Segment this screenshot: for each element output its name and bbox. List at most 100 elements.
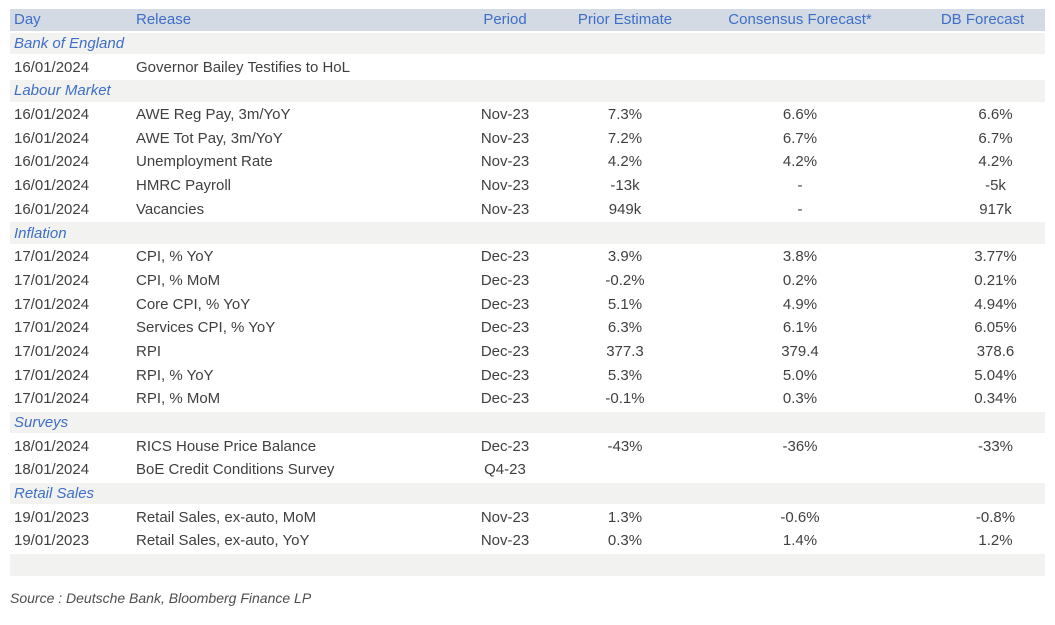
cell-release: Core CPI, % YoY [132,293,440,315]
cell-release: BoE Credit Conditions Survey [132,459,440,481]
table-row: 17/01/2024 RPI Dec-23 377.3 379.4 378.6 [10,340,1045,363]
section-header-row: Labour Market [10,80,1045,102]
column-header-consensus-forecast: Consensus Forecast* [680,9,920,31]
cell-consensus-forecast: - [680,174,920,197]
cell-release: Unemployment Rate [132,151,440,173]
cell-period: Q4-23 [440,459,570,481]
cell-db: 6.6% [920,103,1045,126]
cell-db [920,56,1045,79]
cell-period [440,56,570,79]
cell-day: 16/01/2024 [10,174,132,197]
cell-day: 17/01/2024 [10,269,132,292]
cell-period: Dec-23 [440,435,570,458]
cell-db: -5k [920,174,1045,197]
cell-period: Nov-23 [440,127,570,150]
cell-consensus-forecast: 6.6% [680,103,920,126]
cell-day: 17/01/2024 [10,388,132,410]
cell-release: Retail Sales, ex-auto, MoM [132,506,440,529]
column-header-day: Day [10,9,132,31]
section-title: Inflation [10,222,1045,244]
economic-calendar-table: Day Release Period Prior Estimate Consen… [10,7,1045,578]
column-header-prior-estimate: Prior Estimate [570,9,680,31]
table-row: 17/01/2024 CPI, % YoY Dec-23 3.9% 3.8% 3.77% [10,245,1045,268]
table-row: 16/01/2024 HMRC Payroll Nov-23 -13k - -5k [10,174,1045,197]
section-title: Bank of England [10,32,1045,55]
cell-prior-estimate [570,459,680,481]
table-row: 19/01/2023 Retail Sales, ex-auto, MoM Nov-… [10,506,1045,529]
cell-day: 19/01/2023 [10,530,132,552]
cell-prior-estimate: 7.3% [570,103,680,126]
cell-db: 4.2% [920,151,1045,173]
empty-row [10,553,1045,576]
cell-db: 0.21% [920,269,1045,292]
cell-consensus-forecast: 3.8% [680,245,920,268]
cell-db: 4.94% [920,293,1045,315]
cell-period: Dec-23 [440,269,570,292]
section-title: Retail Sales [10,482,1045,505]
table-row: 18/01/2024 RICS House Price Balance Dec-23… [10,435,1045,458]
cell-consensus-forecast: 5.0% [680,364,920,386]
cell-release: Retail Sales, ex-auto, YoY [132,530,440,552]
table-row: 17/01/2024 RPI, % YoY Dec-23 5.3% 5.0% 5.04% [10,364,1045,386]
cell-prior-estimate: 377.3 [570,340,680,363]
cell-day: 18/01/2024 [10,459,132,481]
table-row: 17/01/2024 Core CPI, % YoY Dec-23 5.1% 4.9% 4… [10,293,1045,315]
cell-period: Dec-23 [440,245,570,268]
column-header-period: Period [440,9,570,31]
cell-period: Dec-23 [440,340,570,363]
cell-consensus-forecast [680,56,920,79]
cell-release: CPI, % MoM [132,269,440,292]
table-row: 17/01/2024 Services CPI, % YoY Dec-23 6.3% 6… [10,316,1045,339]
cell-prior-estimate: 7.2% [570,127,680,150]
cell-consensus-forecast: 0.2% [680,269,920,292]
table-header-row: Day Release Period Prior Estimate Consen… [10,9,1045,31]
cell-period: Nov-23 [440,530,570,552]
table-row: 17/01/2024 CPI, % MoM Dec-23 -0.2% 0.2% 0.21% [10,269,1045,292]
cell-day: 16/01/2024 [10,198,132,221]
cell-db: 0.34% [920,388,1045,410]
cell-release: CPI, % YoY [132,245,440,268]
source-note: Source : Deutsche Bank, Bloomberg Financ… [10,589,312,606]
cell-period: Dec-23 [440,316,570,339]
cell-day: 17/01/2024 [10,245,132,268]
table-row: 16/01/2024 Unemployment Rate Nov-23 4.2% 4.2… [10,151,1045,173]
cell-prior-estimate: 949k [570,198,680,221]
table-row: 18/01/2024 BoE Credit Conditions Survey Q4… [10,459,1045,481]
cell-consensus-forecast: - [680,198,920,221]
cell-prior-estimate: -13k [570,174,680,197]
cell-day: 16/01/2024 [10,103,132,126]
cell-release: Vacancies [132,198,440,221]
cell-db [920,459,1045,481]
cell-db: 6.05% [920,316,1045,339]
column-header-release: Release [132,9,440,31]
column-header-db-forecast: DB Forecast [920,9,1045,31]
cell-consensus-forecast [680,459,920,481]
cell-consensus-forecast: 6.7% [680,127,920,150]
table-row: 16/01/2024 Vacancies Nov-23 949k -917k [10,198,1045,221]
section-header-row: Surveys [10,411,1045,434]
table-row: 19/01/2023 Retail Sales, ex-auto, YoY Nov-… [10,530,1045,552]
cell-release: AWE Reg Pay, 3m/YoY [132,103,440,126]
cell-release: RICS House Price Balance [132,435,440,458]
cell-consensus-forecast: 4.2% [680,151,920,173]
cell-period: Nov-23 [440,174,570,197]
empty-cell [10,553,1045,576]
section-header-row: Inflation [10,222,1045,244]
cell-day: 18/01/2024 [10,435,132,458]
cell-release: HMRC Payroll [132,174,440,197]
cell-day: 19/01/2023 [10,506,132,529]
cell-prior-estimate: 5.1% [570,293,680,315]
cell-period: Nov-23 [440,198,570,221]
cell-prior-estimate: 6.3% [570,316,680,339]
cell-prior-estimate: -43% [570,435,680,458]
cell-db: 5.04% [920,364,1045,386]
cell-period: Nov-23 [440,151,570,173]
cell-db: 378.6 [920,340,1045,363]
table-row: 16/01/2024 Governor Bailey Testifies to H… [10,56,1045,79]
cell-consensus-forecast: -0.6% [680,506,920,529]
cell-period: Dec-23 [440,388,570,410]
cell-day: 16/01/2024 [10,56,132,79]
cell-db: 6.7% [920,127,1045,150]
cell-prior-estimate: -0.2% [570,269,680,292]
cell-release: RPI [132,340,440,363]
